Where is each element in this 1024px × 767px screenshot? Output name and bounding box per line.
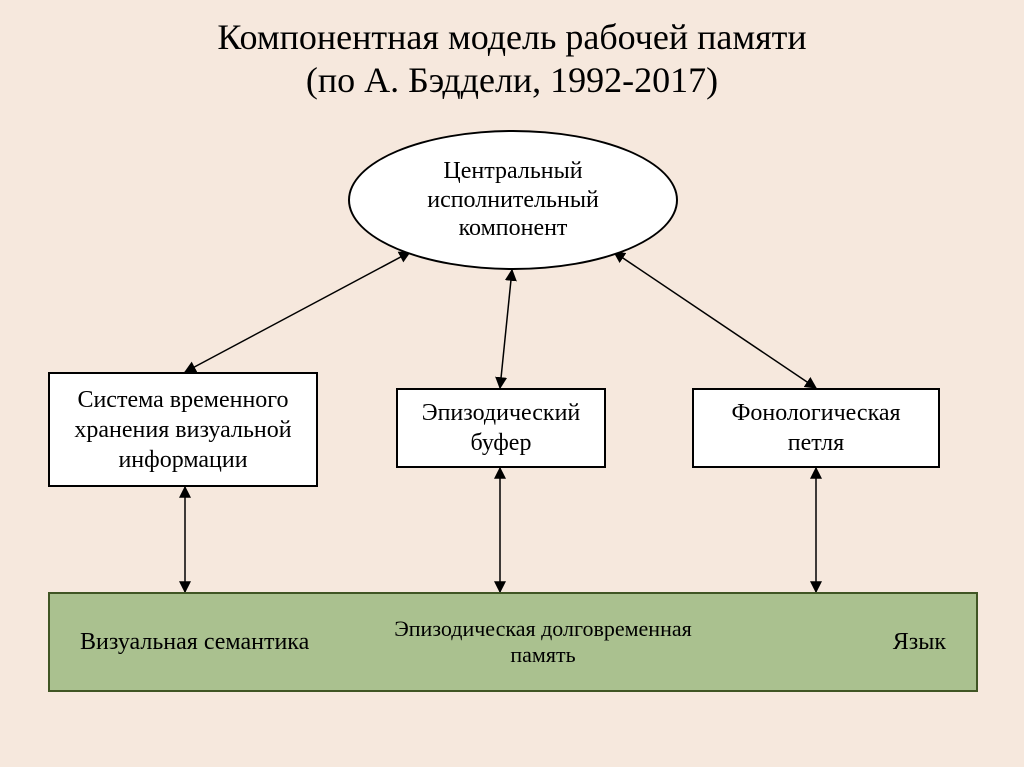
ltm-segment-language: Язык <box>746 628 946 657</box>
node-label: Фонологическая петля <box>704 398 928 458</box>
title-line2: (по А. Бэддели, 1992-2017) <box>306 60 718 100</box>
node-label: Система временного хранения визуальной и… <box>60 385 306 475</box>
edge <box>500 270 512 388</box>
node-ltm-bar: Визуальная семантика Эпизодическая долго… <box>48 592 978 692</box>
title-line1: Компонентная модель рабочей памяти <box>217 17 806 57</box>
ltm-segment-episodic-ltm: Эпизодическая долговременная память <box>378 616 708 669</box>
node-phonological-loop: Фонологическая петля <box>692 388 940 468</box>
node-episodic-buffer: Эпизодический буфер <box>396 388 606 468</box>
diagram-canvas: Компонентная модель рабочей памяти (по А… <box>0 0 1024 767</box>
node-central-executive: Центральный исполнительный компонент <box>348 130 678 270</box>
node-label: Центральный исполнительный компонент <box>374 157 652 243</box>
ltm-segment-visual-semantics: Визуальная семантика <box>80 628 340 657</box>
edge <box>185 252 410 372</box>
node-visual-store: Система временного хранения визуальной и… <box>48 372 318 487</box>
edge <box>614 252 816 388</box>
diagram-title: Компонентная модель рабочей памяти (по А… <box>0 16 1024 102</box>
node-label: Эпизодический буфер <box>408 398 594 458</box>
